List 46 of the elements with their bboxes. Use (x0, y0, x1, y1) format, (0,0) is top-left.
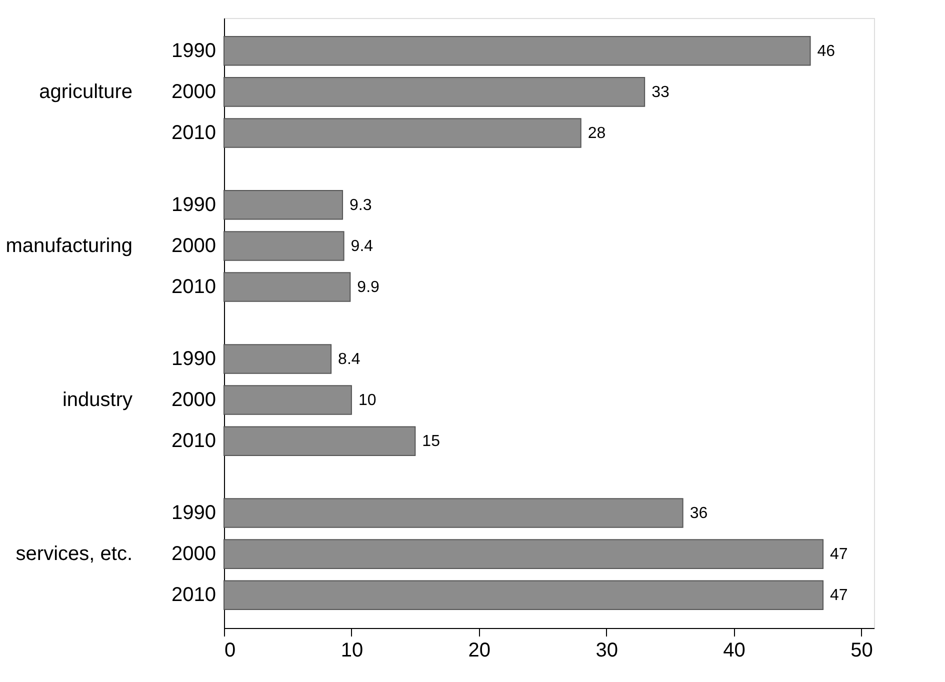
y-tick-label: agriculture (39, 80, 132, 103)
x-tick-label: 20 (468, 640, 491, 662)
bar (224, 272, 351, 302)
data-label: 28 (588, 125, 606, 142)
data-label: 47 (830, 546, 848, 564)
bar (224, 36, 811, 66)
data-label: 8.4 (338, 350, 360, 368)
text: 2000 (172, 389, 216, 412)
x-tick-label: 30 (596, 640, 618, 662)
bar (224, 539, 824, 569)
data-label: 9.3 (350, 196, 372, 214)
data-label: 9.9 (357, 279, 380, 296)
text: 2010 (172, 276, 216, 298)
series-label: 2000 (172, 80, 216, 103)
text: 2000 (172, 234, 216, 257)
bar (224, 426, 416, 456)
y-tick-label: services, etc. (16, 543, 132, 566)
bar (224, 77, 646, 107)
series-label: 2010 (172, 122, 216, 144)
bar (224, 344, 332, 374)
text: 2010 (172, 430, 216, 452)
data-label: 33 (652, 84, 670, 101)
data-label: 47 (830, 587, 848, 604)
bar (224, 385, 352, 415)
x-tick-label: 40 (723, 640, 746, 662)
bar (224, 498, 684, 528)
bar (224, 190, 344, 220)
y-tick-label: industry (62, 389, 132, 412)
data-label: 46 (817, 42, 836, 60)
bar (224, 231, 344, 261)
text: 1990 (172, 194, 216, 216)
x-tick-label: 0 (224, 640, 236, 662)
bar (224, 580, 824, 610)
text: 2000 (172, 543, 216, 566)
x-tick-label: 10 (340, 640, 364, 662)
data-label: 15 (422, 433, 440, 450)
data-label: 9.4 (350, 238, 374, 255)
text: 2010 (172, 584, 216, 606)
bar (224, 118, 582, 148)
series-label: 1990 (172, 40, 216, 62)
y-tick-label: manufacturing (6, 234, 132, 257)
data-label: 36 (690, 504, 708, 522)
text: 1990 (172, 502, 216, 524)
data-label: 10 (358, 392, 376, 410)
x-tick-label: 50 (850, 640, 873, 662)
text: 1990 (172, 348, 216, 370)
